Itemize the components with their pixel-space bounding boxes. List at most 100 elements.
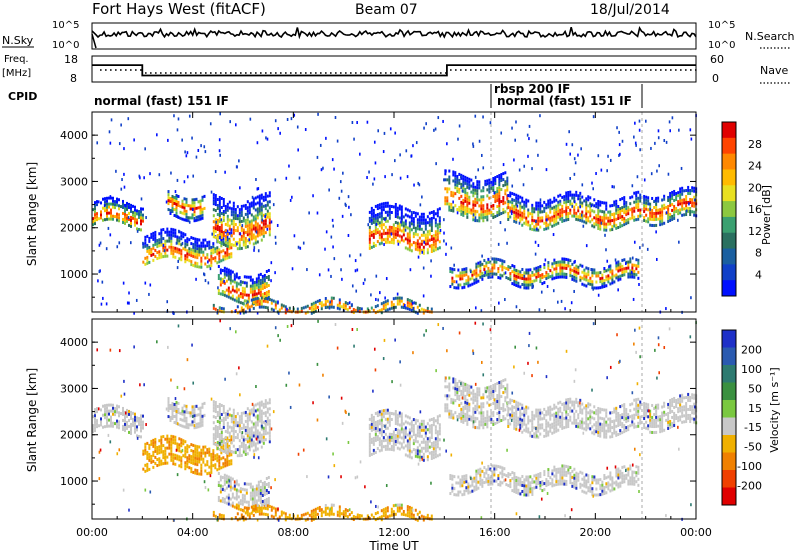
- velocity-cell: [432, 447, 435, 451]
- power-cell: [212, 242, 215, 246]
- power-scatter: [437, 116, 440, 120]
- power-cell: [486, 218, 489, 222]
- power-cell: [549, 216, 552, 220]
- power-scatter: [537, 243, 540, 247]
- power-cell: [436, 229, 439, 233]
- power-scatter: [638, 119, 641, 123]
- power-cell: [513, 204, 516, 208]
- power-cbar-swatch: [722, 201, 736, 218]
- velocity-cell: [434, 428, 437, 432]
- power-cell: [166, 254, 169, 258]
- power-scatter: [109, 233, 112, 237]
- power-cell: [444, 172, 447, 176]
- power-cell: [434, 248, 437, 252]
- power-cell: [410, 216, 413, 220]
- velocity-cell: [218, 447, 221, 451]
- power-cell: [226, 238, 229, 242]
- power-cell: [233, 298, 236, 302]
- power-cell: [390, 204, 393, 208]
- power-cell: [152, 243, 155, 247]
- power-cell: [577, 268, 580, 272]
- power-cell: [637, 264, 640, 268]
- velocity-cell: [256, 432, 259, 436]
- velocity-cell: [384, 447, 387, 451]
- velocity-cell: [432, 423, 435, 427]
- velocity-cell: [181, 406, 184, 410]
- power-cell: [623, 220, 626, 224]
- power-cell: [569, 265, 572, 269]
- velocity-cell: [340, 512, 343, 516]
- velocity-cell: [398, 414, 401, 418]
- power-cell: [484, 215, 487, 219]
- power-cell: [523, 203, 526, 207]
- power-cell: [104, 197, 106, 201]
- velocity-cell: [118, 420, 120, 424]
- velocity-cell: [352, 515, 355, 519]
- power-scatter: [480, 309, 483, 313]
- power-cell: [222, 203, 225, 207]
- power-cell: [506, 188, 509, 192]
- velocity-cell: [168, 440, 171, 444]
- velocity-cell: [168, 446, 171, 450]
- power-cell: [488, 208, 491, 212]
- velocity-cell: [154, 455, 157, 459]
- power-cell: [218, 201, 221, 205]
- velocity-cell: [234, 516, 237, 520]
- power-cell: [659, 211, 662, 215]
- velocity-cell: [195, 413, 198, 417]
- power-cell: [426, 242, 429, 246]
- power-scatter: [126, 301, 129, 305]
- power-cell: [535, 204, 538, 208]
- power-cell: [490, 204, 493, 208]
- velocity-cell: [372, 515, 375, 519]
- power-cell: [258, 206, 261, 210]
- power-cell: [233, 280, 236, 284]
- power-cell: [623, 196, 626, 200]
- velocity-cell: [235, 506, 238, 510]
- power-cell: [404, 237, 407, 241]
- power-cell: [499, 276, 502, 280]
- velocity-cell: [428, 451, 431, 455]
- power-scatter: [569, 152, 572, 156]
- power-scatter: [690, 296, 692, 300]
- power-cell: [496, 175, 499, 179]
- power-cell: [543, 200, 546, 204]
- power-cbar-label: 4: [755, 268, 762, 281]
- power-scatter: [608, 265, 610, 269]
- power-cell: [94, 210, 96, 214]
- power-cell: [455, 286, 458, 290]
- power-cell: [581, 210, 584, 214]
- velocity-cell: [430, 426, 433, 430]
- power-scatter: [477, 168, 480, 172]
- velocity-cell: [380, 445, 383, 449]
- power-cell: [503, 266, 506, 270]
- power-cell: [244, 245, 247, 249]
- velocity-cell: [398, 429, 401, 433]
- velocity-cell: [167, 397, 170, 401]
- power-cell: [195, 197, 198, 201]
- velocity-cell: [112, 424, 114, 428]
- power-cell: [310, 302, 313, 306]
- power-cell: [468, 207, 471, 211]
- power-cell: [426, 239, 429, 243]
- velocity-cell: [228, 453, 231, 457]
- velocity-cell: [181, 412, 184, 416]
- power-scatter: [197, 148, 200, 152]
- power-cell: [637, 196, 640, 200]
- power-cell: [194, 243, 197, 247]
- velocity-cell: [242, 444, 245, 448]
- power-cell: [170, 230, 173, 234]
- velocity-cell: [406, 439, 409, 443]
- power-cell: [557, 221, 560, 225]
- velocity-cell: [344, 508, 347, 512]
- power-cell: [617, 275, 620, 279]
- power-cell: [561, 204, 564, 208]
- power-cell: [132, 213, 134, 217]
- power-cbar-swatch: [722, 216, 736, 234]
- power-cell: [182, 235, 185, 239]
- power-scatter: [212, 200, 215, 204]
- power-cell: [274, 303, 277, 307]
- velocity-cell: [263, 492, 266, 496]
- power-cell: [264, 305, 267, 309]
